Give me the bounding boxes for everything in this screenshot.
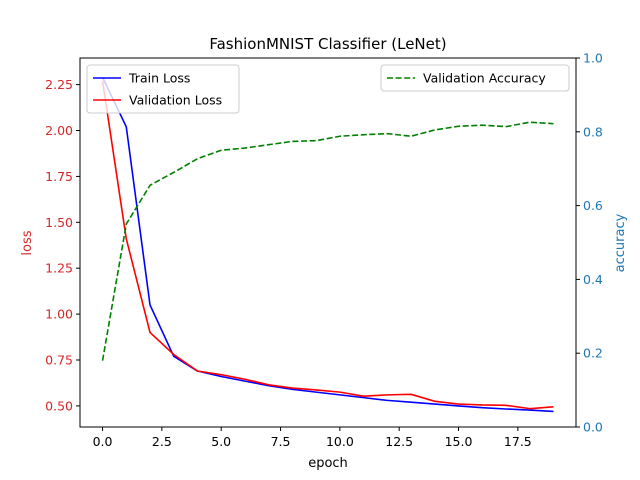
y-right-tick-label: 0.8 bbox=[583, 124, 603, 139]
y-left-tick-label: 1.00 bbox=[45, 307, 73, 322]
legend-box bbox=[380, 64, 570, 92]
y-left-axis-label: loss bbox=[20, 230, 35, 255]
x-tick-label: 5.0 bbox=[211, 434, 231, 449]
legend-label: Train Loss bbox=[128, 71, 190, 86]
legend-box bbox=[86, 64, 240, 114]
y-right-axis-label: accuracy bbox=[613, 213, 628, 272]
y-right-tick-label: 0.6 bbox=[583, 198, 603, 213]
x-tick-label: 10.0 bbox=[326, 434, 354, 449]
legend-label: Validation Loss bbox=[129, 93, 222, 108]
y-right-tick-label: 0.4 bbox=[583, 272, 603, 287]
series-line-validation-accuracy bbox=[101, 121, 554, 361]
y-right-tick-label: 1.0 bbox=[583, 51, 603, 66]
series-line-train-loss bbox=[101, 76, 554, 413]
y-right-tick-label: 0.2 bbox=[583, 346, 603, 361]
y-left-tick-label: 2.00 bbox=[45, 123, 73, 138]
plot-frame bbox=[79, 57, 577, 428]
y-left-tick-label: 0.50 bbox=[45, 398, 73, 413]
series-line-validation-loss bbox=[101, 80, 554, 410]
x-tick-label: 12.5 bbox=[385, 434, 413, 449]
y-left-tick-label: 1.50 bbox=[45, 215, 73, 230]
y-left-tick-label: 0.75 bbox=[45, 352, 73, 367]
legend-label: Validation Accuracy bbox=[423, 71, 546, 86]
y-left-tick-label: 1.75 bbox=[45, 169, 73, 184]
x-tick-label: 7.5 bbox=[271, 434, 291, 449]
x-tick-label: 2.5 bbox=[152, 434, 172, 449]
y-right-tick-label: 0.0 bbox=[583, 420, 603, 435]
x-axis-label: epoch bbox=[308, 456, 348, 471]
y-left-tick-label: 1.25 bbox=[45, 261, 73, 276]
x-tick-label: 15.0 bbox=[445, 434, 473, 449]
x-tick-label: 0.0 bbox=[93, 434, 113, 449]
y-left-tick-label: 2.25 bbox=[45, 77, 73, 92]
x-tick-label: 17.5 bbox=[504, 434, 532, 449]
chart-title: FashionMNIST Classifier (LeNet) bbox=[209, 35, 446, 53]
